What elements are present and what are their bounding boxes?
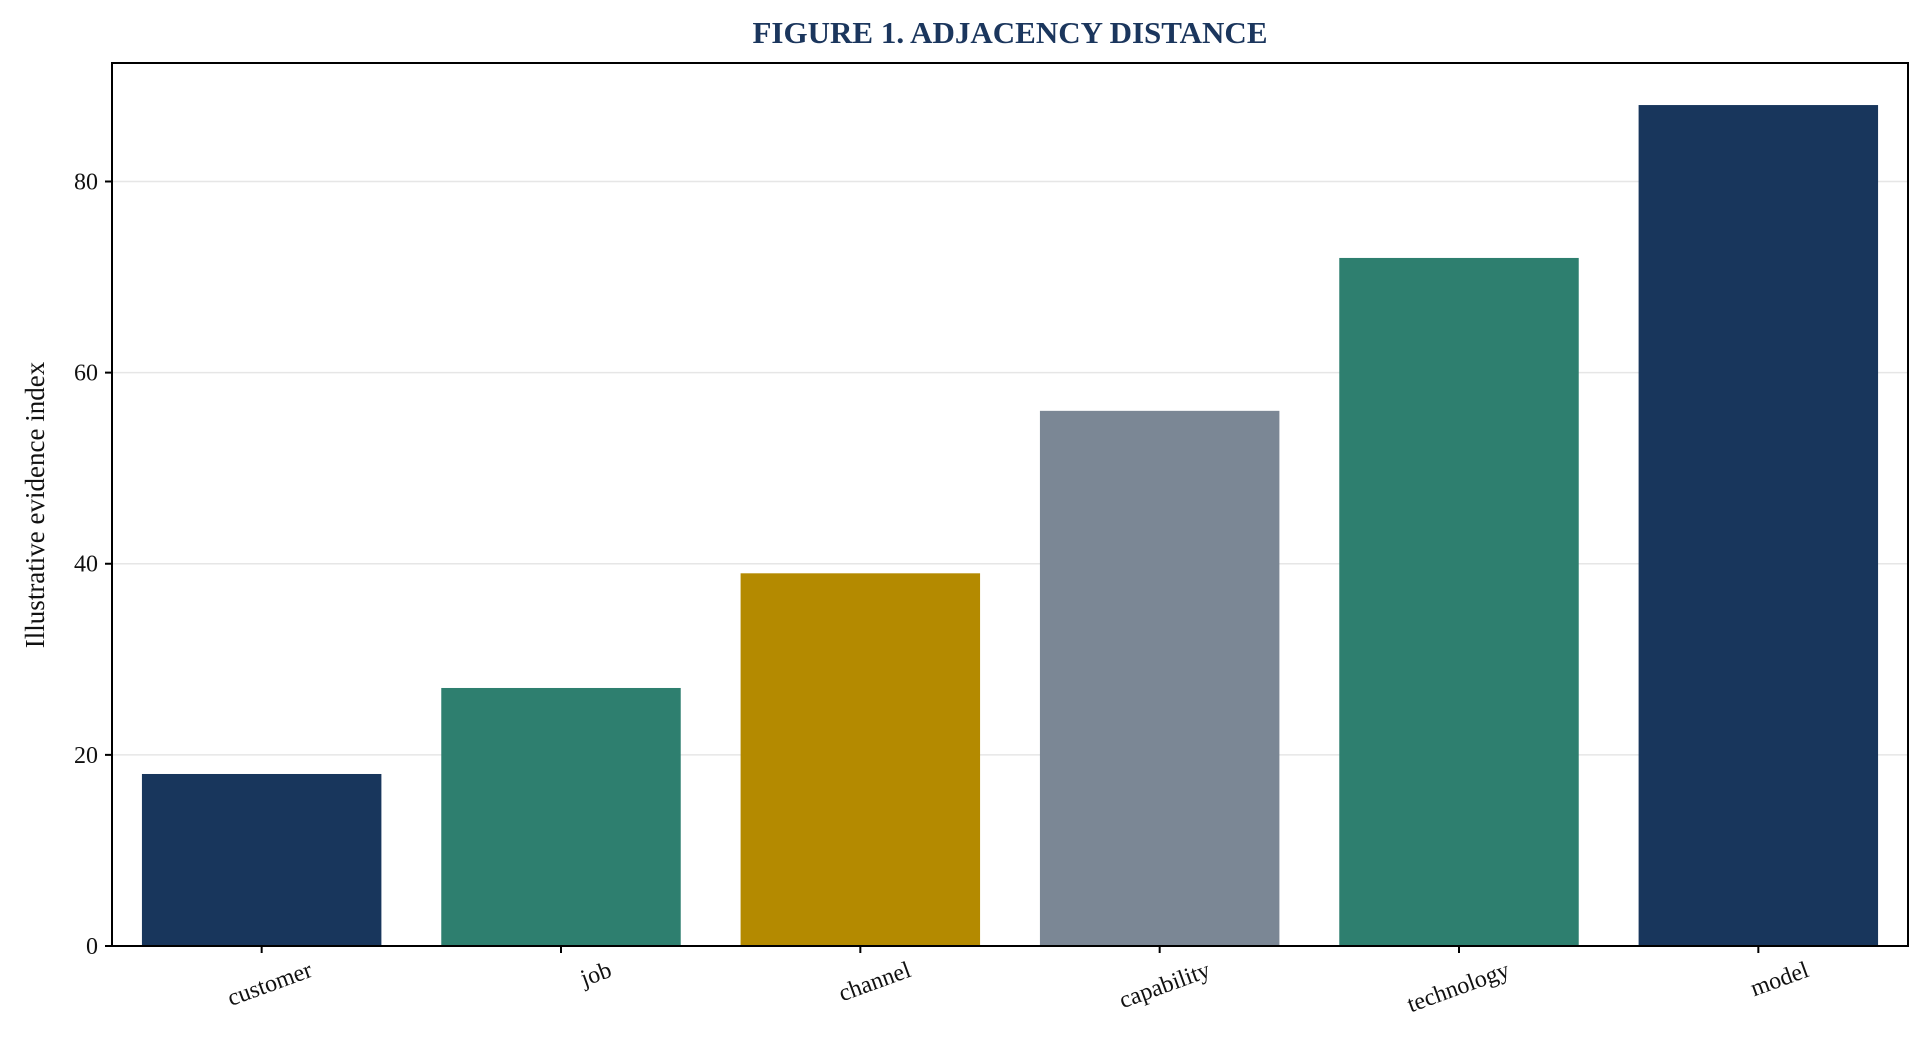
y-tick-label-20: 20 <box>74 743 98 769</box>
bar-capability <box>1039 410 1280 946</box>
y-tick-label-0: 0 <box>86 934 98 960</box>
bar-job <box>441 687 681 946</box>
y-tick-label-40: 40 <box>74 552 98 578</box>
x-tick-label-technology: technology <box>1404 957 1513 1018</box>
bar-customer <box>141 773 382 946</box>
x-tick-label-channel: channel <box>835 957 914 1007</box>
x-tick-label-job: job <box>576 957 615 992</box>
x-tick-label-customer: customer <box>224 957 316 1012</box>
grid-lines <box>112 180 1908 756</box>
bar-technology <box>1339 257 1579 946</box>
x-tick-label-capability: capability <box>1116 957 1214 1014</box>
x-tick-label-model: model <box>1747 957 1813 1002</box>
chart-title: FIGURE 1. ADJACENCY DISTANCE <box>753 15 1268 50</box>
bar-model <box>1638 105 1879 947</box>
y-tick-label-60: 60 <box>74 361 98 387</box>
y-tick-label-80: 80 <box>74 169 98 195</box>
plot-frame <box>111 62 1909 947</box>
bars <box>141 105 1879 947</box>
bar-channel <box>740 573 981 946</box>
y-axis-label: Illustrative evidence index <box>20 361 50 648</box>
